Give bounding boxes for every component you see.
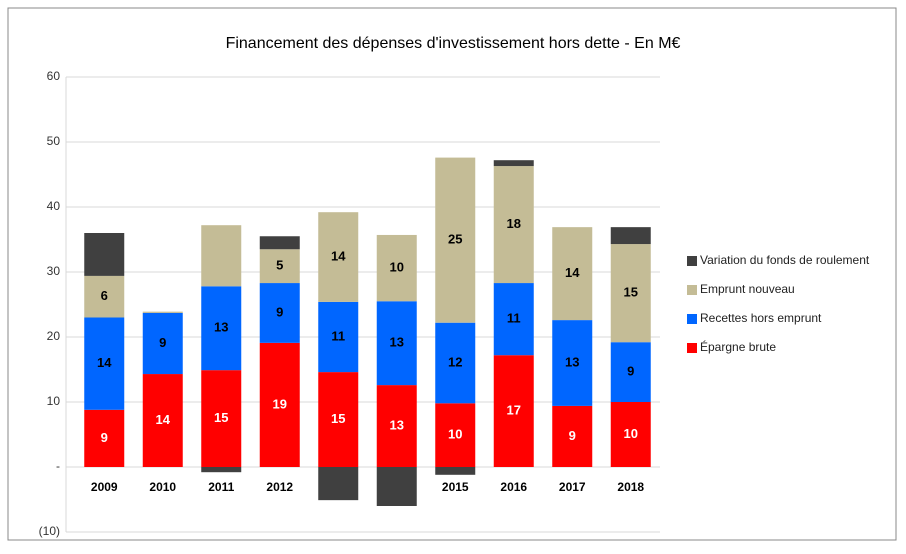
legend-swatch	[687, 314, 697, 324]
data-label: 14	[156, 412, 171, 427]
data-label: 9	[159, 335, 166, 350]
bar-segment	[493, 283, 534, 356]
data-label: 13	[390, 417, 404, 432]
bar-segment	[318, 372, 359, 467]
data-label: 18	[507, 216, 521, 231]
data-label: 17	[507, 403, 521, 418]
data-label: 6	[101, 288, 108, 303]
bar-segment	[142, 312, 183, 375]
bar-segment	[259, 236, 300, 250]
y-tick-label: 20	[47, 329, 61, 343]
data-label: 9	[569, 428, 576, 443]
bar-segment	[201, 467, 242, 473]
y-tick-label: 10	[47, 394, 61, 408]
data-label: 12	[448, 354, 462, 369]
y-tick-label: 40	[47, 199, 61, 213]
bar-segment	[318, 467, 359, 501]
bar-segment	[84, 409, 125, 467]
data-label: 13	[390, 335, 404, 350]
data-label: 14	[331, 248, 346, 263]
legend-label: Variation du fonds de roulement	[700, 253, 870, 267]
bar-segment	[201, 286, 242, 371]
data-label: 9	[276, 304, 283, 319]
bar-segment	[142, 374, 183, 467]
data-label: 9	[101, 430, 108, 445]
bar-segment	[84, 317, 125, 410]
x-tick-label: 2015	[442, 480, 469, 494]
x-tick-label: 2017	[559, 480, 586, 494]
x-tick-label: 2016	[500, 480, 527, 494]
bar-segment	[259, 249, 300, 284]
bar-segment	[318, 301, 359, 373]
legend-swatch	[687, 285, 697, 295]
bar-segment	[435, 403, 476, 467]
legend-label: Recettes hors emprunt	[700, 311, 822, 325]
data-label: 11	[507, 311, 521, 326]
bar-segment	[376, 385, 417, 467]
legend-swatch	[687, 343, 697, 353]
data-label: 15	[214, 410, 228, 425]
bar-segment	[552, 227, 593, 321]
bar-segment	[610, 402, 651, 467]
data-label: 15	[624, 285, 638, 300]
bar-segment	[610, 244, 651, 343]
y-tick-label: 60	[47, 69, 61, 83]
bar-segment	[435, 322, 476, 404]
y-tick-label: -	[56, 459, 60, 473]
data-label: 11	[331, 328, 345, 343]
bar-segment	[318, 212, 359, 302]
bar-segment	[552, 320, 593, 406]
data-label: 13	[214, 320, 228, 335]
chart-title: Financement des dépenses d'investissemen…	[226, 35, 681, 52]
x-tick-label: 2018	[617, 480, 644, 494]
data-label: 15	[331, 411, 345, 426]
data-label: 5	[276, 258, 283, 273]
x-tick-label: 2012	[266, 480, 293, 494]
x-tick-label: 2010	[149, 480, 176, 494]
bar-segment	[259, 342, 300, 467]
y-tick-label: 50	[47, 134, 61, 148]
legend-label: Épargne brute	[700, 339, 776, 354]
y-tick-label: 30	[47, 264, 61, 278]
bar-segment	[376, 234, 417, 302]
y-tick-label: (10)	[39, 524, 60, 538]
x-tick-label: 2009	[91, 480, 118, 494]
bar-segment	[493, 160, 534, 167]
bar-segment	[435, 467, 476, 475]
bar-segment	[493, 166, 534, 284]
data-label: 14	[565, 265, 580, 280]
bar-segment	[493, 355, 534, 467]
data-label: 10	[448, 427, 462, 442]
bar-segment	[376, 467, 417, 506]
bar-segment	[201, 225, 242, 287]
bar-segment	[259, 283, 300, 343]
bar-segment	[201, 370, 242, 467]
data-label: 9	[627, 364, 634, 379]
data-label: 19	[273, 396, 287, 411]
bar-segment	[84, 233, 125, 276]
x-tick-label: 2011	[208, 480, 234, 494]
bar-segment	[142, 311, 183, 313]
bar-segment	[610, 227, 651, 245]
bar-segment	[435, 157, 476, 323]
data-label: 14	[97, 355, 112, 370]
bar-segment	[610, 342, 651, 402]
legend-label: Emprunt nouveau	[700, 282, 795, 296]
bar-segment	[84, 275, 125, 318]
bar-segment	[376, 301, 417, 386]
data-label: 10	[390, 260, 404, 275]
data-label: 25	[448, 232, 462, 247]
legend-swatch	[687, 256, 697, 266]
bar-segment	[552, 405, 593, 467]
data-label: 13	[565, 354, 579, 369]
data-label: 10	[624, 426, 638, 441]
